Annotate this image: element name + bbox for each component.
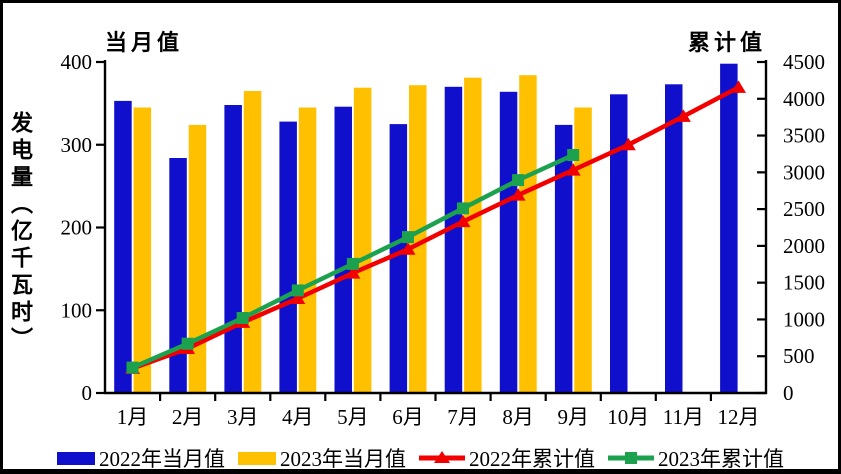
bar-2022年当月值-5月 [334, 106, 352, 393]
bar-2022年当月值-2月 [169, 158, 187, 393]
x-axis-label-4月: 4月 [282, 405, 314, 429]
legend-swatch-2022-monthly-icon [57, 451, 95, 465]
bar-2023年当月值-9月 [574, 107, 592, 393]
bar-2022年当月值-11月 [665, 84, 683, 394]
x-axis-label-3月: 3月 [227, 405, 259, 429]
bar-2022年当月值-1月 [114, 100, 132, 394]
marker-2022年累计值-9月 [565, 163, 581, 176]
bar-2023年当月值-1月 [133, 107, 152, 393]
legend-label-2022-monthly: 2022年当月值 [99, 447, 225, 471]
legend-label-2023-cumulative: 2023年累计值 [658, 447, 784, 471]
marker-2022年累计值-12月 [731, 80, 746, 93]
bar-2022年当月值-10月 [610, 94, 628, 394]
legend-label-2022-cumulative: 2022年累计值 [469, 447, 595, 471]
bar-2023年当月值-2月 [188, 124, 207, 394]
legend-item-2022-monthly: 2022年当月值 [57, 443, 225, 471]
bar-2022年当月值-9月 [554, 124, 573, 394]
x-axis-label-10月: 10月 [607, 405, 649, 429]
left-axis-tick-label-200: 200 [61, 216, 93, 240]
marker-2022年累计值-7月 [455, 214, 471, 228]
left-axis-tick-label-300: 300 [61, 133, 93, 157]
bar-2022年当月值-4月 [279, 121, 297, 393]
marker-2023年累计值-8月 [512, 174, 525, 187]
bar-2023年当月值-6月 [409, 85, 427, 393]
left-axis-header: 当月值 [105, 30, 184, 55]
x-axis-label-12月: 12月 [718, 405, 760, 429]
marker-2023年累计值-1月 [126, 361, 139, 374]
legend-swatch-2023-monthly-icon [238, 451, 276, 465]
marker-2023年累计值-5月 [346, 257, 359, 270]
x-axis-label-2月: 2月 [172, 405, 204, 429]
left-axis-tick-label-400: 400 [61, 50, 93, 74]
left-axis-tick-label-100: 100 [61, 298, 93, 322]
bar-2023年当月值-7月 [464, 77, 482, 393]
marker-2022年累计值-4月 [290, 291, 306, 304]
right-axis-tick-label-4000: 4000 [783, 87, 825, 111]
chart-legend: 2022年当月值 2023年当月值 2022年累计值 2023年累计值 [3, 443, 838, 471]
marker-2022年累计值-6月 [400, 242, 416, 255]
marker-2022年累计值-8月 [510, 188, 526, 201]
bar-2023年当月值-5月 [353, 87, 372, 393]
right-axis-tick-label-500: 500 [783, 344, 815, 368]
x-axis-label-5月: 5月 [337, 405, 369, 429]
bar-2022年当月值-8月 [499, 91, 518, 394]
left-axis-tick-label-0: 0 [82, 381, 93, 405]
marker-2023年累计值-2月 [181, 337, 194, 350]
marker-2023年累计值-4月 [291, 284, 304, 297]
right-axis-tick-label-0: 0 [783, 381, 794, 405]
marker-2022年累计值-11月 [675, 109, 691, 122]
right-axis-tick-label-2000: 2000 [783, 234, 825, 258]
marker-2023年累计值-3月 [236, 312, 249, 324]
legend-square-2023 [625, 452, 637, 464]
bar-2022年当月值-3月 [224, 105, 242, 393]
marker-2023年累计值-6月 [402, 231, 414, 244]
marker-2023年累计值-9月 [567, 149, 580, 161]
marker-2022年累计值-10月 [620, 137, 636, 151]
x-axis-label-1月: 1月 [117, 405, 149, 429]
legend-label-2023-monthly: 2023年当月值 [280, 447, 406, 471]
marker-2022年累计值-5月 [345, 266, 361, 279]
bar-2022年当月值-12月 [720, 63, 738, 393]
legend-item-2023-monthly: 2023年当月值 [238, 443, 406, 471]
right-axis-tick-label-3500: 3500 [783, 124, 825, 148]
legend-item-2023-cumulative: 2023年累计值 [608, 443, 784, 471]
marker-2023年累计值-7月 [457, 202, 469, 215]
x-axis-label-8月: 8月 [502, 405, 534, 429]
legend-item-2022-cumulative: 2022年累计值 [419, 443, 595, 471]
bar-2023年当月值-4月 [298, 107, 317, 393]
legend-line-triangle-marker-icon [419, 451, 465, 463]
right-axis-tick-label-3000: 3000 [783, 160, 825, 184]
legend-triangle-2022 [434, 451, 450, 463]
right-axis-tick-label-1000: 1000 [783, 307, 825, 331]
legend-line-square-marker-icon [608, 452, 654, 464]
combo-chart-plot: 0100200300400050010001500200025003000350… [61, 50, 826, 429]
bar-2023年当月值-3月 [243, 91, 262, 393]
bar-2023年当月值-8月 [519, 75, 537, 393]
bar-2022年当月值-6月 [389, 124, 408, 393]
line-2022年累计值 [131, 85, 740, 371]
x-axis-label-7月: 7月 [447, 405, 479, 429]
right-axis-tick-label-4500: 4500 [783, 50, 825, 74]
bar-2022年当月值-7月 [444, 86, 463, 394]
x-axis-label-11月: 11月 [663, 405, 704, 429]
x-axis-label-9月: 9月 [557, 405, 589, 429]
right-axis-header: 累计值 [687, 30, 766, 55]
right-axis-tick-label-1500: 1500 [783, 271, 825, 295]
right-axis-tick-label-2500: 2500 [783, 197, 825, 221]
x-axis-label-6月: 6月 [392, 405, 424, 429]
left-axis-title: 发电量（亿千瓦时） [8, 111, 33, 354]
